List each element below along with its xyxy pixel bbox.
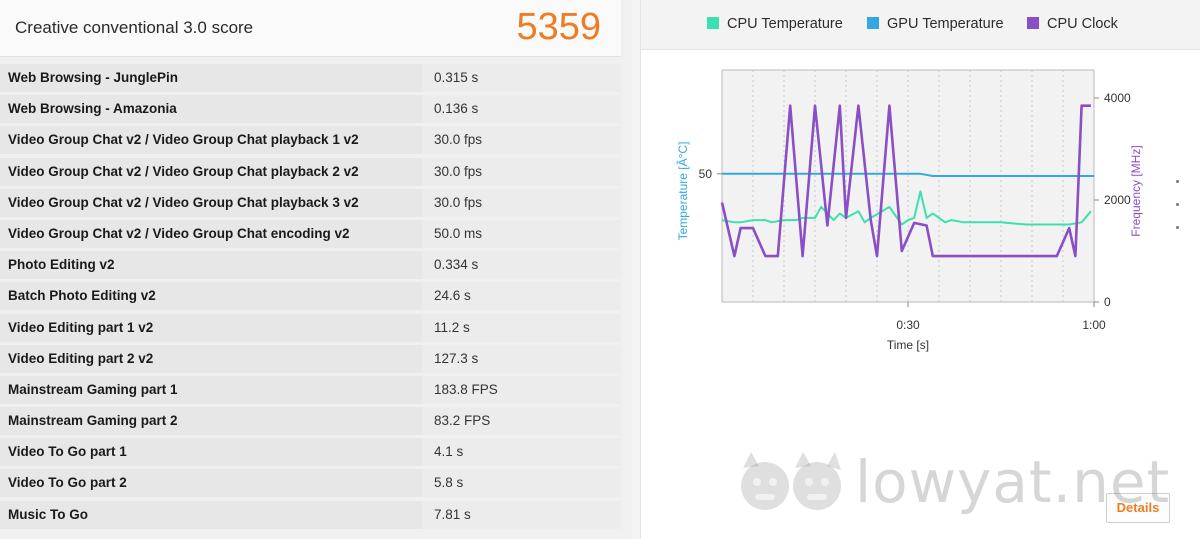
result-value: 30.0 fps [422, 157, 621, 186]
side-indicator [1176, 180, 1184, 249]
result-value: 30.0 fps [422, 188, 621, 217]
result-name: Video Group Chat v2 / Video Group Chat p… [8, 194, 359, 210]
result-value: 0.315 s [422, 64, 621, 92]
result-name: Video To Go part 2 [8, 475, 127, 491]
result-row: Web Browsing - Amazonia 0.136 s [0, 95, 621, 124]
result-value: 5.8 s [422, 469, 621, 498]
result-value: 24.6 s [422, 282, 621, 311]
score-value: 5359 [516, 6, 601, 48]
y-right-tick-label: 2000 [1104, 193, 1131, 207]
y-left-tick-label: 50 [699, 167, 713, 181]
result-value: 127.3 s [422, 344, 621, 373]
result-value: 11.2 s [422, 313, 621, 342]
result-name: Video Group Chat v2 / Video Group Chat p… [8, 163, 359, 179]
legend-swatch [707, 17, 719, 29]
result-name: Video Group Chat v2 / Video Group Chat e… [8, 225, 350, 241]
result-name: Video Editing part 2 v2 [8, 350, 154, 366]
score-header: Creative conventional 3.0 score 5359 [0, 0, 621, 57]
result-name: Web Browsing - JunglePin [8, 70, 179, 85]
result-row: Video Editing part 2 v2 127.3 s [0, 344, 621, 373]
monitoring-chart: 50 4000 2000 0 0:30 1:00 Time [s] Temperature [… [675, 69, 1143, 352]
y-left-axis-label: Temperature [Â°C] [675, 142, 690, 241]
axes: 50 4000 2000 0 0:30 1:00 Time [s] Temperature [… [675, 91, 1143, 352]
series-line [720, 104, 1091, 258]
legend-item[interactable]: GPU Temperature [867, 16, 1004, 36]
score-title: Creative conventional 3.0 score [15, 18, 254, 37]
result-row: Video Group Chat v2 / Video Group Chat p… [0, 188, 621, 217]
x-tick-label: 1:00 [1082, 318, 1106, 332]
chart-legend: CPU Temperature GPU Temperature CPU Clock [641, 0, 1200, 50]
result-name: Mainstream Gaming part 1 [8, 381, 178, 397]
result-value: 7.81 s [422, 500, 621, 529]
result-name: Web Browsing - Amazonia [8, 101, 177, 117]
result-row: Photo Editing v2 0.334 s [0, 251, 621, 280]
result-name: Video Editing part 1 v2 [8, 319, 154, 335]
result-row: Video Editing part 1 v2 11.2 s [0, 313, 621, 342]
legend-label: GPU Temperature [887, 16, 1004, 32]
series-layer [720, 104, 1094, 258]
result-row: Video Group Chat v2 / Video Group Chat p… [0, 157, 621, 186]
legend-swatch [1027, 17, 1039, 29]
result-value: 183.8 FPS [422, 375, 621, 404]
legend-item[interactable]: CPU Temperature [707, 16, 843, 36]
result-value: 4.1 s [422, 438, 621, 467]
result-row: Web Browsing - JunglePin 0.315 s [0, 64, 621, 92]
results-table: Web Browsing - JunglePin 0.315 s Web Brows… [0, 64, 621, 532]
y-right-tick-label: 0 [1104, 295, 1111, 309]
result-row: Mainstream Gaming part 2 83.2 FPS [0, 407, 621, 436]
result-value: 83.2 FPS [422, 407, 621, 436]
monitoring-panel: CPU Temperature GPU Temperature CPU Clock … [640, 0, 1200, 539]
result-row: Video To Go part 1 4.1 s [0, 438, 621, 467]
series-line [722, 172, 1094, 177]
result-name: Batch Photo Editing v2 [8, 288, 156, 304]
y-right-tick-label: 4000 [1104, 91, 1131, 105]
result-name: Mainstream Gaming part 2 [8, 413, 178, 429]
legend-label: CPU Temperature [727, 16, 843, 32]
result-value: 30.0 fps [422, 126, 621, 155]
legend-swatch [867, 17, 879, 29]
legend-label: CPU Clock [1047, 16, 1118, 32]
result-name: Music To Go [8, 506, 88, 522]
results-panel: Creative conventional 3.0 score 5359 Web… [0, 0, 621, 532]
result-name: Video Group Chat v2 / Video Group Chat p… [8, 132, 359, 148]
result-row: Mainstream Gaming part 1 183.8 FPS [0, 375, 621, 404]
result-row: Video Group Chat v2 / Video Group Chat e… [0, 219, 621, 248]
x-axis-label: Time [s] [887, 338, 929, 352]
legend-item[interactable]: CPU Clock [1027, 16, 1118, 36]
result-value: 0.334 s [422, 251, 621, 280]
y-right-axis-label: Frequency [MHz] [1129, 145, 1143, 236]
result-row: Video Group Chat v2 / Video Group Chat p… [0, 126, 621, 155]
result-name: Photo Editing v2 [8, 257, 115, 273]
result-row: Music To Go 7.81 s [0, 500, 621, 529]
result-name: Video To Go part 1 [8, 444, 127, 460]
result-value: 0.136 s [422, 95, 621, 124]
result-value: 50.0 ms [422, 219, 621, 248]
details-button[interactable]: Details [1106, 493, 1170, 523]
result-row: Video To Go part 2 5.8 s [0, 469, 621, 498]
result-row: Batch Photo Editing v2 24.6 s [0, 282, 621, 311]
x-tick-label: 0:30 [896, 318, 920, 332]
